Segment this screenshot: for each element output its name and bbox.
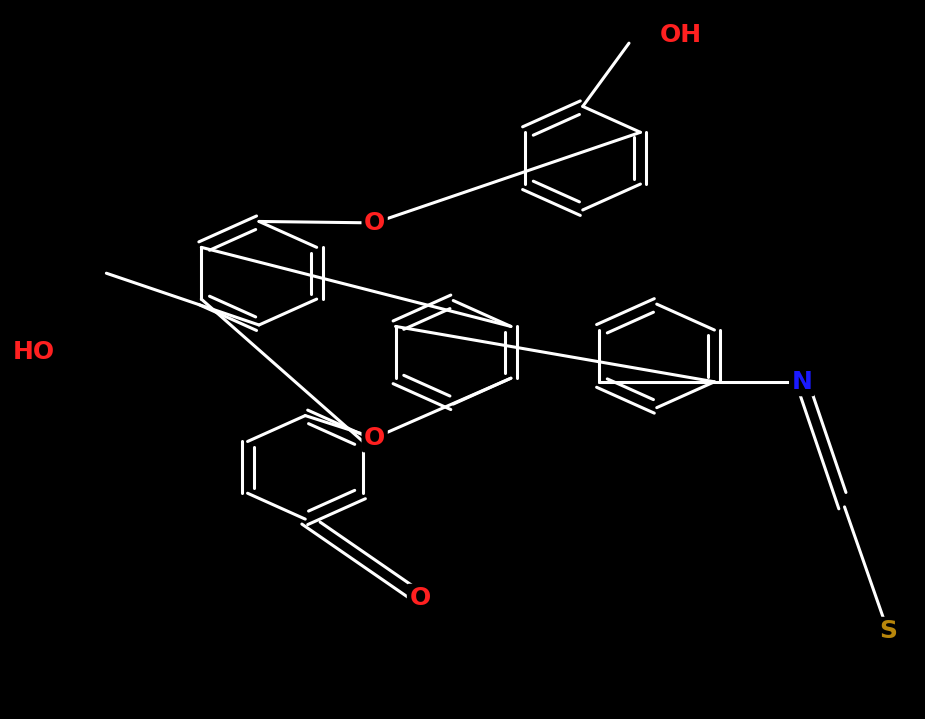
Text: O: O: [364, 426, 385, 450]
Text: HO: HO: [12, 339, 55, 364]
Text: N: N: [792, 370, 812, 394]
Text: OH: OH: [660, 23, 702, 47]
Text: O: O: [364, 211, 385, 235]
Text: O: O: [410, 586, 430, 610]
Text: S: S: [879, 619, 897, 644]
